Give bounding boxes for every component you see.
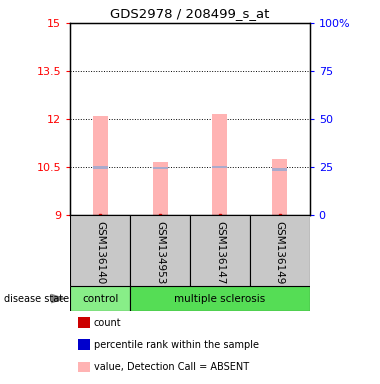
Bar [212, 114, 227, 215]
Bar [93, 166, 108, 169]
Text: count: count [94, 318, 122, 328]
Bar [70, 286, 130, 311]
Text: GSM136147: GSM136147 [215, 221, 225, 284]
Text: GSM136140: GSM136140 [95, 221, 105, 284]
Bar [272, 159, 287, 215]
Text: GSM134953: GSM134953 [155, 221, 165, 284]
Text: multiple sclerosis: multiple sclerosis [174, 293, 266, 304]
Bar [130, 215, 190, 286]
Title: GDS2978 / 208499_s_at: GDS2978 / 208499_s_at [110, 7, 270, 20]
Text: disease state: disease state [4, 293, 69, 304]
Bar [153, 162, 168, 215]
Polygon shape [51, 294, 66, 303]
Bar [93, 116, 108, 215]
Bar [130, 286, 310, 311]
Text: control: control [82, 293, 119, 304]
Bar [190, 215, 250, 286]
Bar [272, 168, 287, 171]
Text: GSM136149: GSM136149 [275, 221, 285, 284]
Bar [70, 215, 130, 286]
Bar [153, 167, 168, 169]
Text: percentile rank within the sample: percentile rank within the sample [94, 340, 259, 350]
Text: value, Detection Call = ABSENT: value, Detection Call = ABSENT [94, 362, 249, 372]
Bar [212, 166, 227, 169]
Bar [250, 215, 310, 286]
